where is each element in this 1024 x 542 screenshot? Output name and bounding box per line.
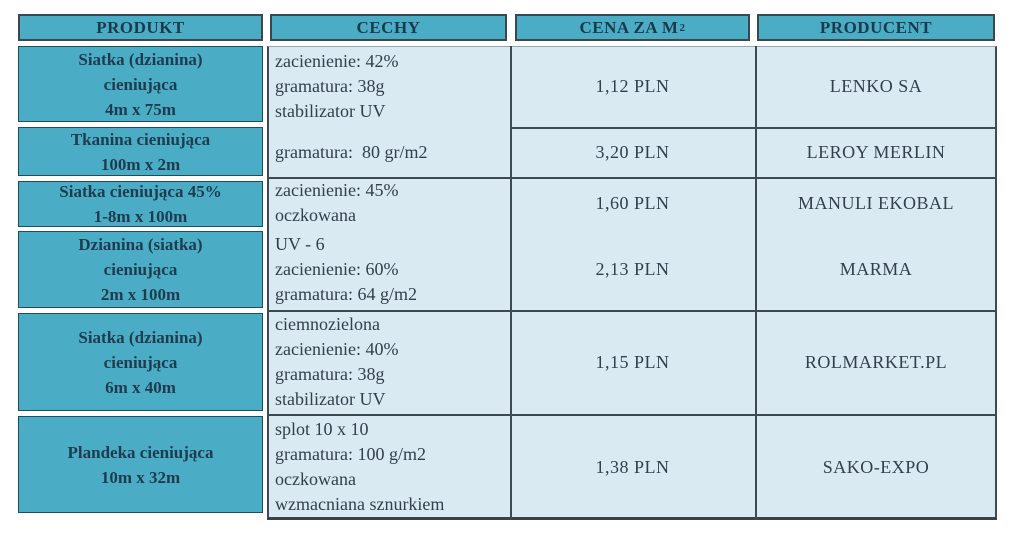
features-cell: gramatura: 80 gr/m2: [267, 127, 502, 177]
product-name-line: Siatka (dzianina): [78, 327, 203, 347]
producer-cell: SAKO-EXPO: [822, 456, 930, 477]
feature-line: zacienienie: 45%: [275, 180, 399, 200]
cechy-row-divider-1: [267, 177, 510, 179]
producer-cell: ROLMARKET.PL: [804, 351, 948, 372]
product-name-line: Siatka (dzianina): [78, 49, 203, 69]
product-name-line: 2m x 100m: [100, 285, 181, 304]
header-label-produkt: PRODUKT: [96, 17, 185, 37]
product-cell: Siatka cieniująca 45% 1-8m x 100m: [18, 181, 263, 227]
feature-line: gramatura: 64 g/m2: [275, 284, 417, 304]
feature-line: stabilizator UV: [275, 389, 386, 409]
features-cell: zacienienie: 45% oczkowana: [267, 177, 502, 229]
product-name-line: Dzianina (siatka): [78, 235, 203, 254]
product-name-line: cieniująca: [103, 260, 178, 279]
product-cell: Tkanina cieniująca 100m x 2m: [18, 127, 263, 176]
product-name-line: 6m x 40m: [105, 377, 176, 397]
product-name-line: 1-8m x 100m: [93, 207, 188, 226]
producer-cell: LEROY MERLIN: [806, 141, 946, 162]
header-label-cechy: CECHY: [356, 17, 421, 37]
price-row-divider-2: [510, 177, 997, 179]
feature-line: oczkowana: [275, 205, 356, 225]
product-cell: Siatka (dzianina) cieniująca 4m x 75m: [18, 46, 263, 122]
feature-line: gramatura: 80 gr/m2: [275, 141, 428, 162]
feature-line: zacienienie: 60%: [275, 259, 399, 279]
header-cell-produkt: PRODUKT: [18, 14, 263, 41]
product-cell: Plandeka cieniująca 10m x 32m: [18, 416, 263, 513]
price-cell: 1,15 PLN: [595, 351, 670, 372]
product-name-line: cieniująca: [103, 74, 178, 94]
header-cell-producent: PRODUCENT: [757, 14, 995, 41]
table-body-panel: [267, 46, 997, 520]
price-cell: 1,12 PLN: [595, 76, 670, 96]
feature-line: oczkowana: [275, 469, 356, 489]
producer-cell: MANULI EKOBAL: [798, 192, 954, 213]
price-cell: 2,13 PLN: [595, 259, 670, 279]
header-label-cena: CENA ZA M: [579, 17, 679, 37]
header-label-producent: PRODUCENT: [819, 17, 933, 37]
cechy-row-divider-2: [267, 310, 510, 312]
product-name-line: 10m x 32m: [100, 467, 181, 487]
feature-line: zacienienie: 40%: [275, 339, 399, 359]
price-row-divider-1: [510, 127, 997, 129]
feature-line: gramatura: 100 g/m2: [275, 444, 426, 464]
price-row-divider-3: [510, 310, 997, 312]
column-divider-2: [755, 46, 757, 520]
feature-line: gramatura: 38g: [275, 76, 385, 96]
feature-line: wzmacniana sznurkiem: [275, 494, 445, 514]
product-name-line: Plandeka cieniująca: [67, 442, 214, 462]
feature-line: splot 10 x 10: [275, 419, 369, 439]
features-cell: splot 10 x 10 gramatura: 100 g/m2 oczkowan…: [267, 414, 502, 520]
cechy-row-divider-3: [267, 414, 510, 416]
features-cell: zacienienie: 42% gramatura: 38g stabilizat…: [267, 46, 502, 127]
product-name-line: Tkanina cieniująca: [70, 129, 211, 149]
price-cell: 1,60 PLN: [595, 192, 670, 213]
price-cell: 1,38 PLN: [595, 456, 670, 477]
features-cell: ciemnozielona zacienienie: 40% gramatura: …: [267, 310, 502, 414]
feature-line: gramatura: 38g: [275, 364, 385, 384]
header-cell-cechy: CECHY: [270, 14, 507, 41]
column-divider-1: [510, 46, 512, 520]
product-name-line: 4m x 75m: [105, 99, 176, 119]
features-cell: UV - 6 zacienienie: 60% gramatura: 64 g/m2: [267, 229, 502, 310]
product-cell: Dzianina (siatka) cieniująca 2m x 100m: [18, 231, 263, 308]
product-name-line: cieniująca: [103, 352, 178, 372]
producer-cell: MARMA: [839, 259, 913, 279]
feature-line: zacienienie: 42%: [275, 51, 399, 71]
product-name-line: 100m x 2m: [100, 154, 181, 174]
product-name-line: Siatka cieniująca 45%: [59, 182, 222, 201]
price-row-divider-4: [510, 414, 997, 416]
feature-line: ciemnozielona: [275, 314, 380, 334]
price-cell: 3,20 PLN: [595, 141, 670, 162]
feature-line: UV - 6: [275, 234, 325, 254]
product-cell: Siatka (dzianina) cieniująca 6m x 40m: [18, 313, 263, 411]
producer-cell: LENKO SA: [829, 76, 923, 96]
feature-line: stabilizator UV: [275, 101, 386, 121]
